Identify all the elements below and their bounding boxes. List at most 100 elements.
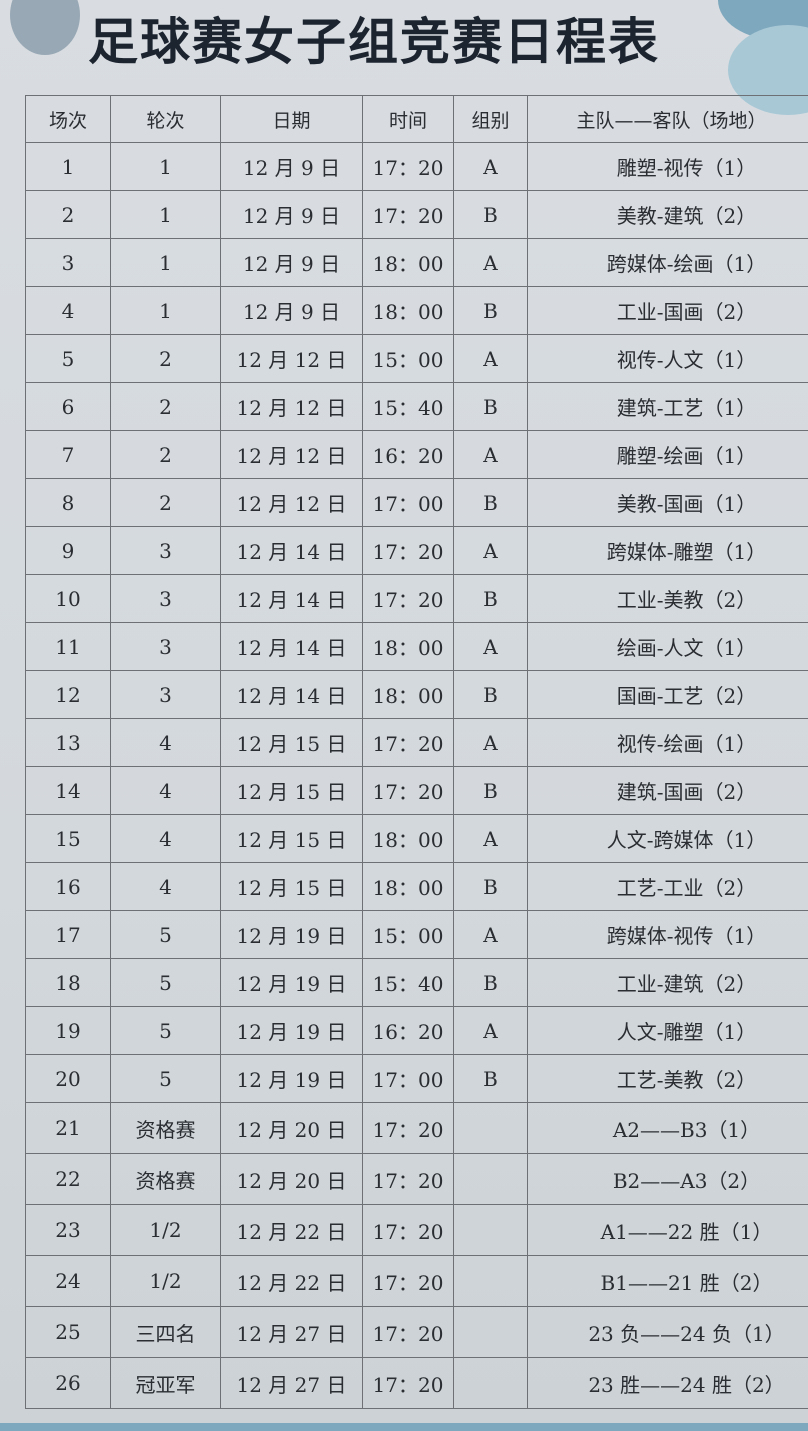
cell-time: 17：20 (362, 1204, 454, 1256)
cell-match-no: 4 (25, 286, 111, 335)
table-row: 10 3 12 月 14 日 17：20 B 工业-美教（2） (25, 574, 808, 623)
cell-date: 12 月 22 日 (220, 1255, 363, 1307)
cell-group: B (453, 190, 528, 239)
cell-group (453, 1153, 528, 1205)
cell-time: 18：00 (362, 670, 454, 719)
cell-matchup: B1——21 胜（2） (527, 1255, 808, 1307)
cell-match-no: 19 (25, 1006, 111, 1055)
cell-matchup: 人文-雕塑（1） (527, 1006, 808, 1055)
cell-round: 2 (110, 382, 221, 431)
cell-matchup: 美教-国画（1） (527, 478, 808, 527)
cell-match-no: 8 (25, 478, 111, 527)
cell-date: 12 月 27 日 (220, 1306, 363, 1358)
cell-date: 12 月 12 日 (220, 430, 363, 479)
table-row: 25 三四名 12 月 27 日 17：20 23 负——24 负（1） (25, 1306, 808, 1358)
cell-matchup: 人文-跨媒体（1） (527, 814, 808, 863)
cell-group: B (453, 574, 528, 623)
cell-match-no: 6 (25, 382, 111, 431)
cell-group: A (453, 526, 528, 575)
table-row: 20 5 12 月 19 日 17：00 B 工艺-美教（2） (25, 1054, 808, 1103)
cell-time: 17：20 (362, 1306, 454, 1358)
cell-matchup: 雕塑-绘画（1） (527, 430, 808, 479)
table-row: 24 1/2 12 月 22 日 17：20 B1——21 胜（2） (25, 1255, 808, 1307)
cell-time: 18：00 (362, 814, 454, 863)
cell-round: 3 (110, 526, 221, 575)
cell-round: 2 (110, 478, 221, 527)
cell-matchup: 工艺-工业（2） (527, 862, 808, 911)
cell-time: 17：00 (362, 1054, 454, 1103)
cell-matchup: 跨媒体-绘画（1） (527, 238, 808, 287)
cell-match-no: 23 (25, 1204, 111, 1256)
cell-matchup: 美教-建筑（2） (527, 190, 808, 239)
cell-matchup: 视传-人文（1） (527, 334, 808, 383)
header-matchup: 主队——客队（场地） (527, 95, 808, 143)
cell-time: 17：20 (362, 1102, 454, 1154)
cell-date: 12 月 15 日 (220, 718, 363, 767)
cell-round: 5 (110, 958, 221, 1007)
cell-date: 12 月 14 日 (220, 670, 363, 719)
cell-matchup: A1——22 胜（1） (527, 1204, 808, 1256)
table-row: 26 冠亚军 12 月 27 日 17：20 23 胜——24 胜（2） (25, 1357, 808, 1409)
schedule-table: 场次 轮次 日期 时间 组别 主队——客队（场地） 1 1 12 月 9 日 17：20 A 雕塑-… (25, 95, 808, 1409)
cell-time: 17：20 (362, 574, 454, 623)
cell-match-no: 14 (25, 766, 111, 815)
cell-date: 12 月 20 日 (220, 1153, 363, 1205)
cell-time: 15：40 (362, 382, 454, 431)
cell-matchup: 23 胜——24 胜（2） (527, 1357, 808, 1409)
cell-matchup: 跨媒体-雕塑（1） (527, 526, 808, 575)
cell-matchup: 跨媒体-视传（1） (527, 910, 808, 959)
cell-round: 4 (110, 862, 221, 911)
cell-date: 12 月 9 日 (220, 190, 363, 239)
cell-matchup: 23 负——24 负（1） (527, 1306, 808, 1358)
cell-date: 12 月 20 日 (220, 1102, 363, 1154)
cell-matchup: 工业-美教（2） (527, 574, 808, 623)
cell-match-no: 1 (25, 142, 111, 191)
cell-match-no: 5 (25, 334, 111, 383)
cell-group (453, 1204, 528, 1256)
cell-date: 12 月 9 日 (220, 238, 363, 287)
header-date: 日期 (220, 95, 363, 143)
table-row: 6 2 12 月 12 日 15：40 B 建筑-工艺（1） (25, 382, 808, 431)
cell-time: 17：20 (362, 766, 454, 815)
cell-match-no: 26 (25, 1357, 111, 1409)
cell-matchup: 视传-绘画（1） (527, 718, 808, 767)
cell-match-no: 24 (25, 1255, 111, 1307)
cell-time: 17：20 (362, 1153, 454, 1205)
table-row: 19 5 12 月 19 日 16：20 A 人文-雕塑（1） (25, 1006, 808, 1055)
table-row: 7 2 12 月 12 日 16：20 A 雕塑-绘画（1） (25, 430, 808, 479)
header-group: 组别 (453, 95, 528, 143)
cell-match-no: 18 (25, 958, 111, 1007)
table-row: 18 5 12 月 19 日 15：40 B 工业-建筑（2） (25, 958, 808, 1007)
cell-round: 4 (110, 814, 221, 863)
cell-date: 12 月 9 日 (220, 142, 363, 191)
cell-match-no: 3 (25, 238, 111, 287)
cell-date: 12 月 14 日 (220, 574, 363, 623)
cell-group: B (453, 382, 528, 431)
cell-match-no: 15 (25, 814, 111, 863)
cell-matchup: 工艺-美教（2） (527, 1054, 808, 1103)
cell-date: 12 月 9 日 (220, 286, 363, 335)
cell-date: 12 月 19 日 (220, 958, 363, 1007)
table-row: 4 1 12 月 9 日 18：00 B 工业-国画（2） (25, 286, 808, 335)
cell-match-no: 16 (25, 862, 111, 911)
cell-match-no: 20 (25, 1054, 111, 1103)
cell-group: A (453, 1006, 528, 1055)
cell-group: B (453, 862, 528, 911)
cell-matchup: 建筑-工艺（1） (527, 382, 808, 431)
header-row: 场次 轮次 日期 时间 组别 主队——客队（场地） (25, 95, 808, 143)
table-row: 13 4 12 月 15 日 17：20 A 视传-绘画（1） (25, 718, 808, 767)
cell-round: 1 (110, 238, 221, 287)
cell-date: 12 月 19 日 (220, 1006, 363, 1055)
cell-date: 12 月 12 日 (220, 334, 363, 383)
cell-match-no: 17 (25, 910, 111, 959)
header-time: 时间 (362, 95, 454, 143)
cell-time: 17：20 (362, 1357, 454, 1409)
cell-round: 1 (110, 286, 221, 335)
cell-match-no: 10 (25, 574, 111, 623)
cell-time: 15：00 (362, 334, 454, 383)
cell-date: 12 月 27 日 (220, 1357, 363, 1409)
cell-group: B (453, 958, 528, 1007)
cell-group: A (453, 910, 528, 959)
cell-group: A (453, 814, 528, 863)
cell-round: 5 (110, 1006, 221, 1055)
